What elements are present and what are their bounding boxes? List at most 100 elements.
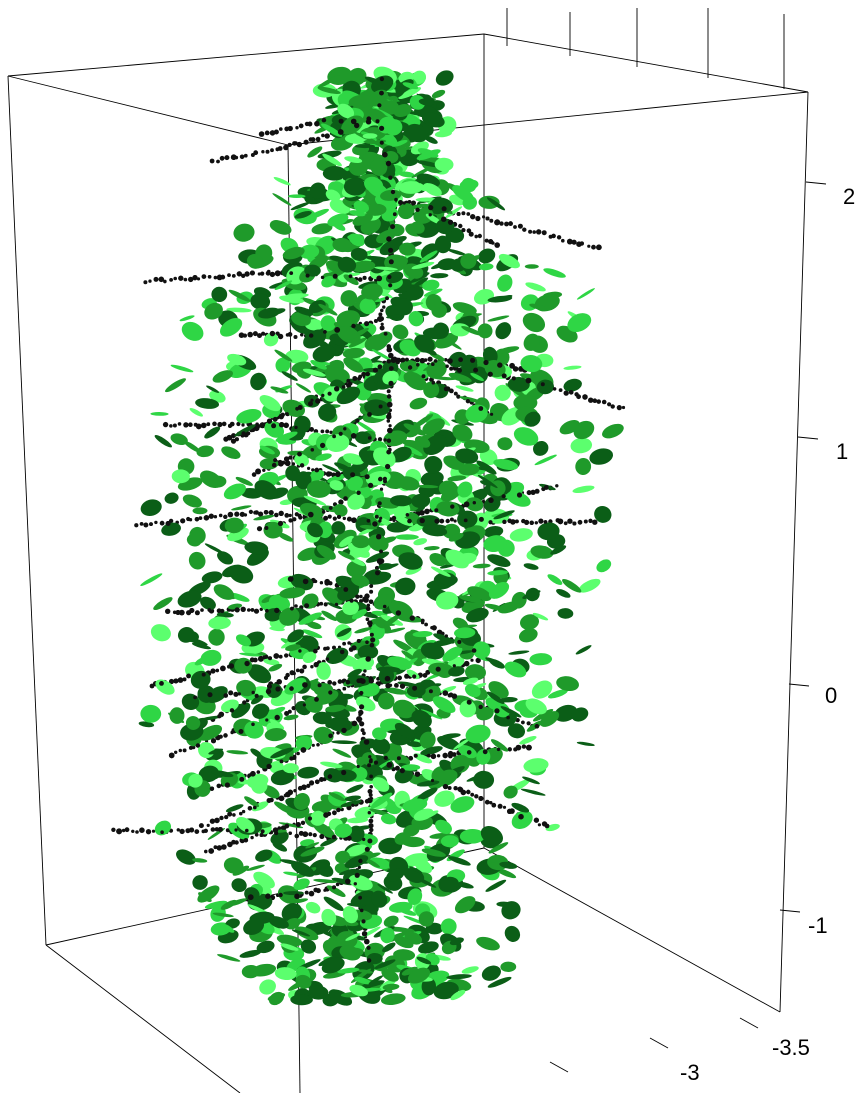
branch-point	[320, 429, 325, 434]
leaf	[365, 203, 387, 216]
leaf	[477, 474, 498, 489]
branch-point	[475, 657, 481, 664]
branch-point	[386, 344, 391, 349]
branch-point	[441, 216, 447, 222]
branch-point	[579, 241, 585, 246]
branch-point	[304, 890, 309, 895]
leaf	[329, 480, 344, 491]
leaf	[501, 901, 521, 920]
branch-point	[501, 373, 507, 379]
leaf	[409, 95, 426, 110]
leaf	[382, 983, 400, 991]
leaf	[457, 481, 473, 498]
branch-point	[394, 197, 398, 202]
leaf	[189, 408, 203, 417]
leaf	[434, 157, 454, 172]
branch-point	[368, 599, 374, 604]
branch-point	[359, 599, 363, 604]
branch-point	[367, 811, 371, 815]
leaf	[201, 571, 223, 584]
branch-point	[453, 519, 457, 523]
branch-point	[231, 839, 236, 845]
branch-point	[358, 374, 363, 379]
leaf	[457, 510, 478, 528]
branch-point	[227, 511, 234, 518]
leaf	[499, 696, 518, 703]
leaf	[453, 737, 471, 750]
leaf	[140, 704, 162, 723]
branch-point	[552, 387, 557, 391]
branch-point	[162, 421, 169, 428]
branch-point	[145, 829, 152, 835]
branch-point	[220, 665, 226, 672]
branch-point	[269, 130, 276, 136]
branch-point	[216, 845, 222, 851]
branch-point	[297, 451, 302, 457]
branch-point	[173, 276, 177, 281]
leaf	[524, 411, 541, 427]
leaf	[236, 679, 257, 697]
leaf	[247, 773, 269, 789]
leaf	[431, 89, 446, 99]
leaf	[227, 353, 247, 366]
leaf	[509, 528, 533, 542]
branch-point	[359, 908, 364, 913]
branch-point	[355, 418, 360, 423]
branch-point	[370, 637, 376, 643]
branch-point	[354, 122, 360, 129]
leaf	[323, 768, 343, 783]
leaf	[196, 445, 214, 458]
leaf	[563, 365, 582, 370]
leaf	[295, 926, 319, 941]
branch-point	[223, 733, 228, 738]
leaf	[421, 112, 445, 128]
branch-point	[218, 513, 223, 518]
branch-point	[287, 125, 293, 132]
branch-point	[398, 200, 403, 205]
leaf	[150, 411, 169, 416]
branch-point	[536, 229, 542, 235]
branch-point	[265, 271, 271, 276]
branch-point	[385, 160, 392, 167]
leaf	[423, 524, 447, 531]
branch-point	[165, 608, 171, 614]
branch-point	[209, 818, 215, 824]
leaf	[452, 185, 475, 203]
leaf	[183, 441, 201, 453]
branch-point	[284, 513, 290, 518]
leaf	[285, 917, 301, 930]
branch-point	[494, 219, 500, 226]
branch-point	[563, 521, 568, 526]
leaf	[295, 735, 313, 751]
branch-point	[534, 723, 540, 729]
leaf	[432, 696, 456, 713]
branch-point	[302, 703, 306, 707]
branch-point	[276, 679, 282, 685]
leaf	[362, 133, 378, 139]
leaf	[179, 315, 195, 322]
branch-point	[328, 690, 333, 695]
leaf	[519, 373, 536, 380]
leaf	[204, 900, 228, 909]
branch-point	[230, 730, 234, 735]
leaf	[364, 176, 384, 193]
branch-point	[234, 437, 239, 442]
leaf	[281, 902, 302, 922]
branch-point	[414, 771, 421, 777]
leaf	[420, 746, 443, 756]
leaf	[177, 627, 195, 643]
branch-point	[230, 438, 237, 444]
branch-point	[621, 405, 626, 410]
branch-point	[283, 144, 289, 151]
leaf	[433, 376, 456, 381]
branch-point	[383, 755, 388, 761]
leaf	[345, 933, 361, 941]
branch-point	[366, 606, 371, 611]
leaf	[313, 878, 338, 884]
branch-point	[215, 668, 219, 673]
leaf	[507, 723, 526, 739]
branch-point	[379, 325, 385, 331]
leaf	[495, 322, 512, 340]
leaf	[407, 967, 431, 984]
leaf	[325, 189, 341, 202]
